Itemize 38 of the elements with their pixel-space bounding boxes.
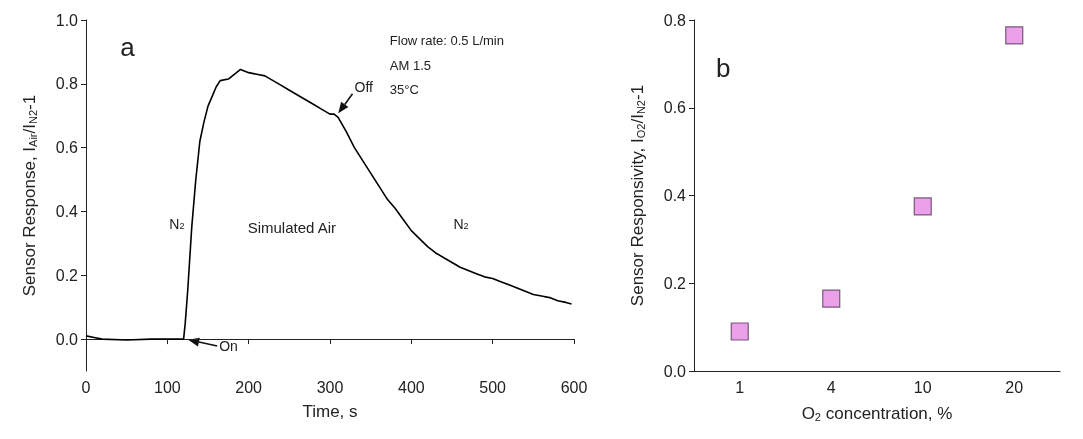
annotation: Off bbox=[354, 78, 374, 95]
x-tick-label: 300 bbox=[316, 378, 344, 396]
y-tick-label: 0.4 bbox=[55, 202, 79, 220]
annotation: b bbox=[716, 53, 731, 84]
point bbox=[913, 197, 932, 216]
x-tick-label: 100 bbox=[153, 378, 181, 396]
x-axis-title: Time, s bbox=[302, 402, 358, 421]
x-tick-label: 1 bbox=[735, 378, 745, 396]
y-tick-label: 0.8 bbox=[55, 75, 79, 93]
x-tick-label: 500 bbox=[479, 378, 507, 396]
x-tick-label: 400 bbox=[397, 378, 425, 396]
point bbox=[1005, 26, 1024, 45]
point bbox=[730, 322, 749, 341]
y-tick-label: 0.2 bbox=[663, 274, 687, 292]
annotation: 35°C bbox=[389, 82, 419, 98]
x-tick-label: 10 bbox=[913, 378, 932, 396]
x-axis-title: O2 concentration, % bbox=[801, 404, 953, 423]
x-tick-label: 0 bbox=[81, 378, 91, 396]
annotation: AM 1.5 bbox=[389, 57, 431, 73]
x-tick-label: 200 bbox=[235, 378, 263, 396]
y-tick-label: 0.0 bbox=[663, 362, 687, 380]
annotation: On bbox=[219, 338, 238, 355]
y-tick-label: 0.2 bbox=[55, 266, 79, 284]
annotation: Simulated Air bbox=[247, 219, 337, 237]
point bbox=[822, 289, 841, 308]
y-tick-label: 0.8 bbox=[663, 11, 687, 29]
y-tick-label: 0.6 bbox=[663, 99, 687, 117]
y-tick-label: 0.4 bbox=[663, 187, 687, 204]
annotation: a bbox=[120, 32, 136, 63]
x-tick-label: 600 bbox=[560, 378, 588, 396]
y-tick-label: 0.6 bbox=[55, 139, 79, 157]
annotation: Flow rate: 0.5 L/min bbox=[389, 33, 504, 49]
annotation: N2 bbox=[169, 215, 185, 232]
x-tick-label: 4 bbox=[826, 378, 836, 396]
x-tick-label: 20 bbox=[1005, 378, 1024, 396]
y-tick-label: 0.0 bbox=[55, 330, 79, 348]
y-tick-label: 1.0 bbox=[55, 11, 79, 29]
annotation: N2 bbox=[453, 215, 469, 232]
